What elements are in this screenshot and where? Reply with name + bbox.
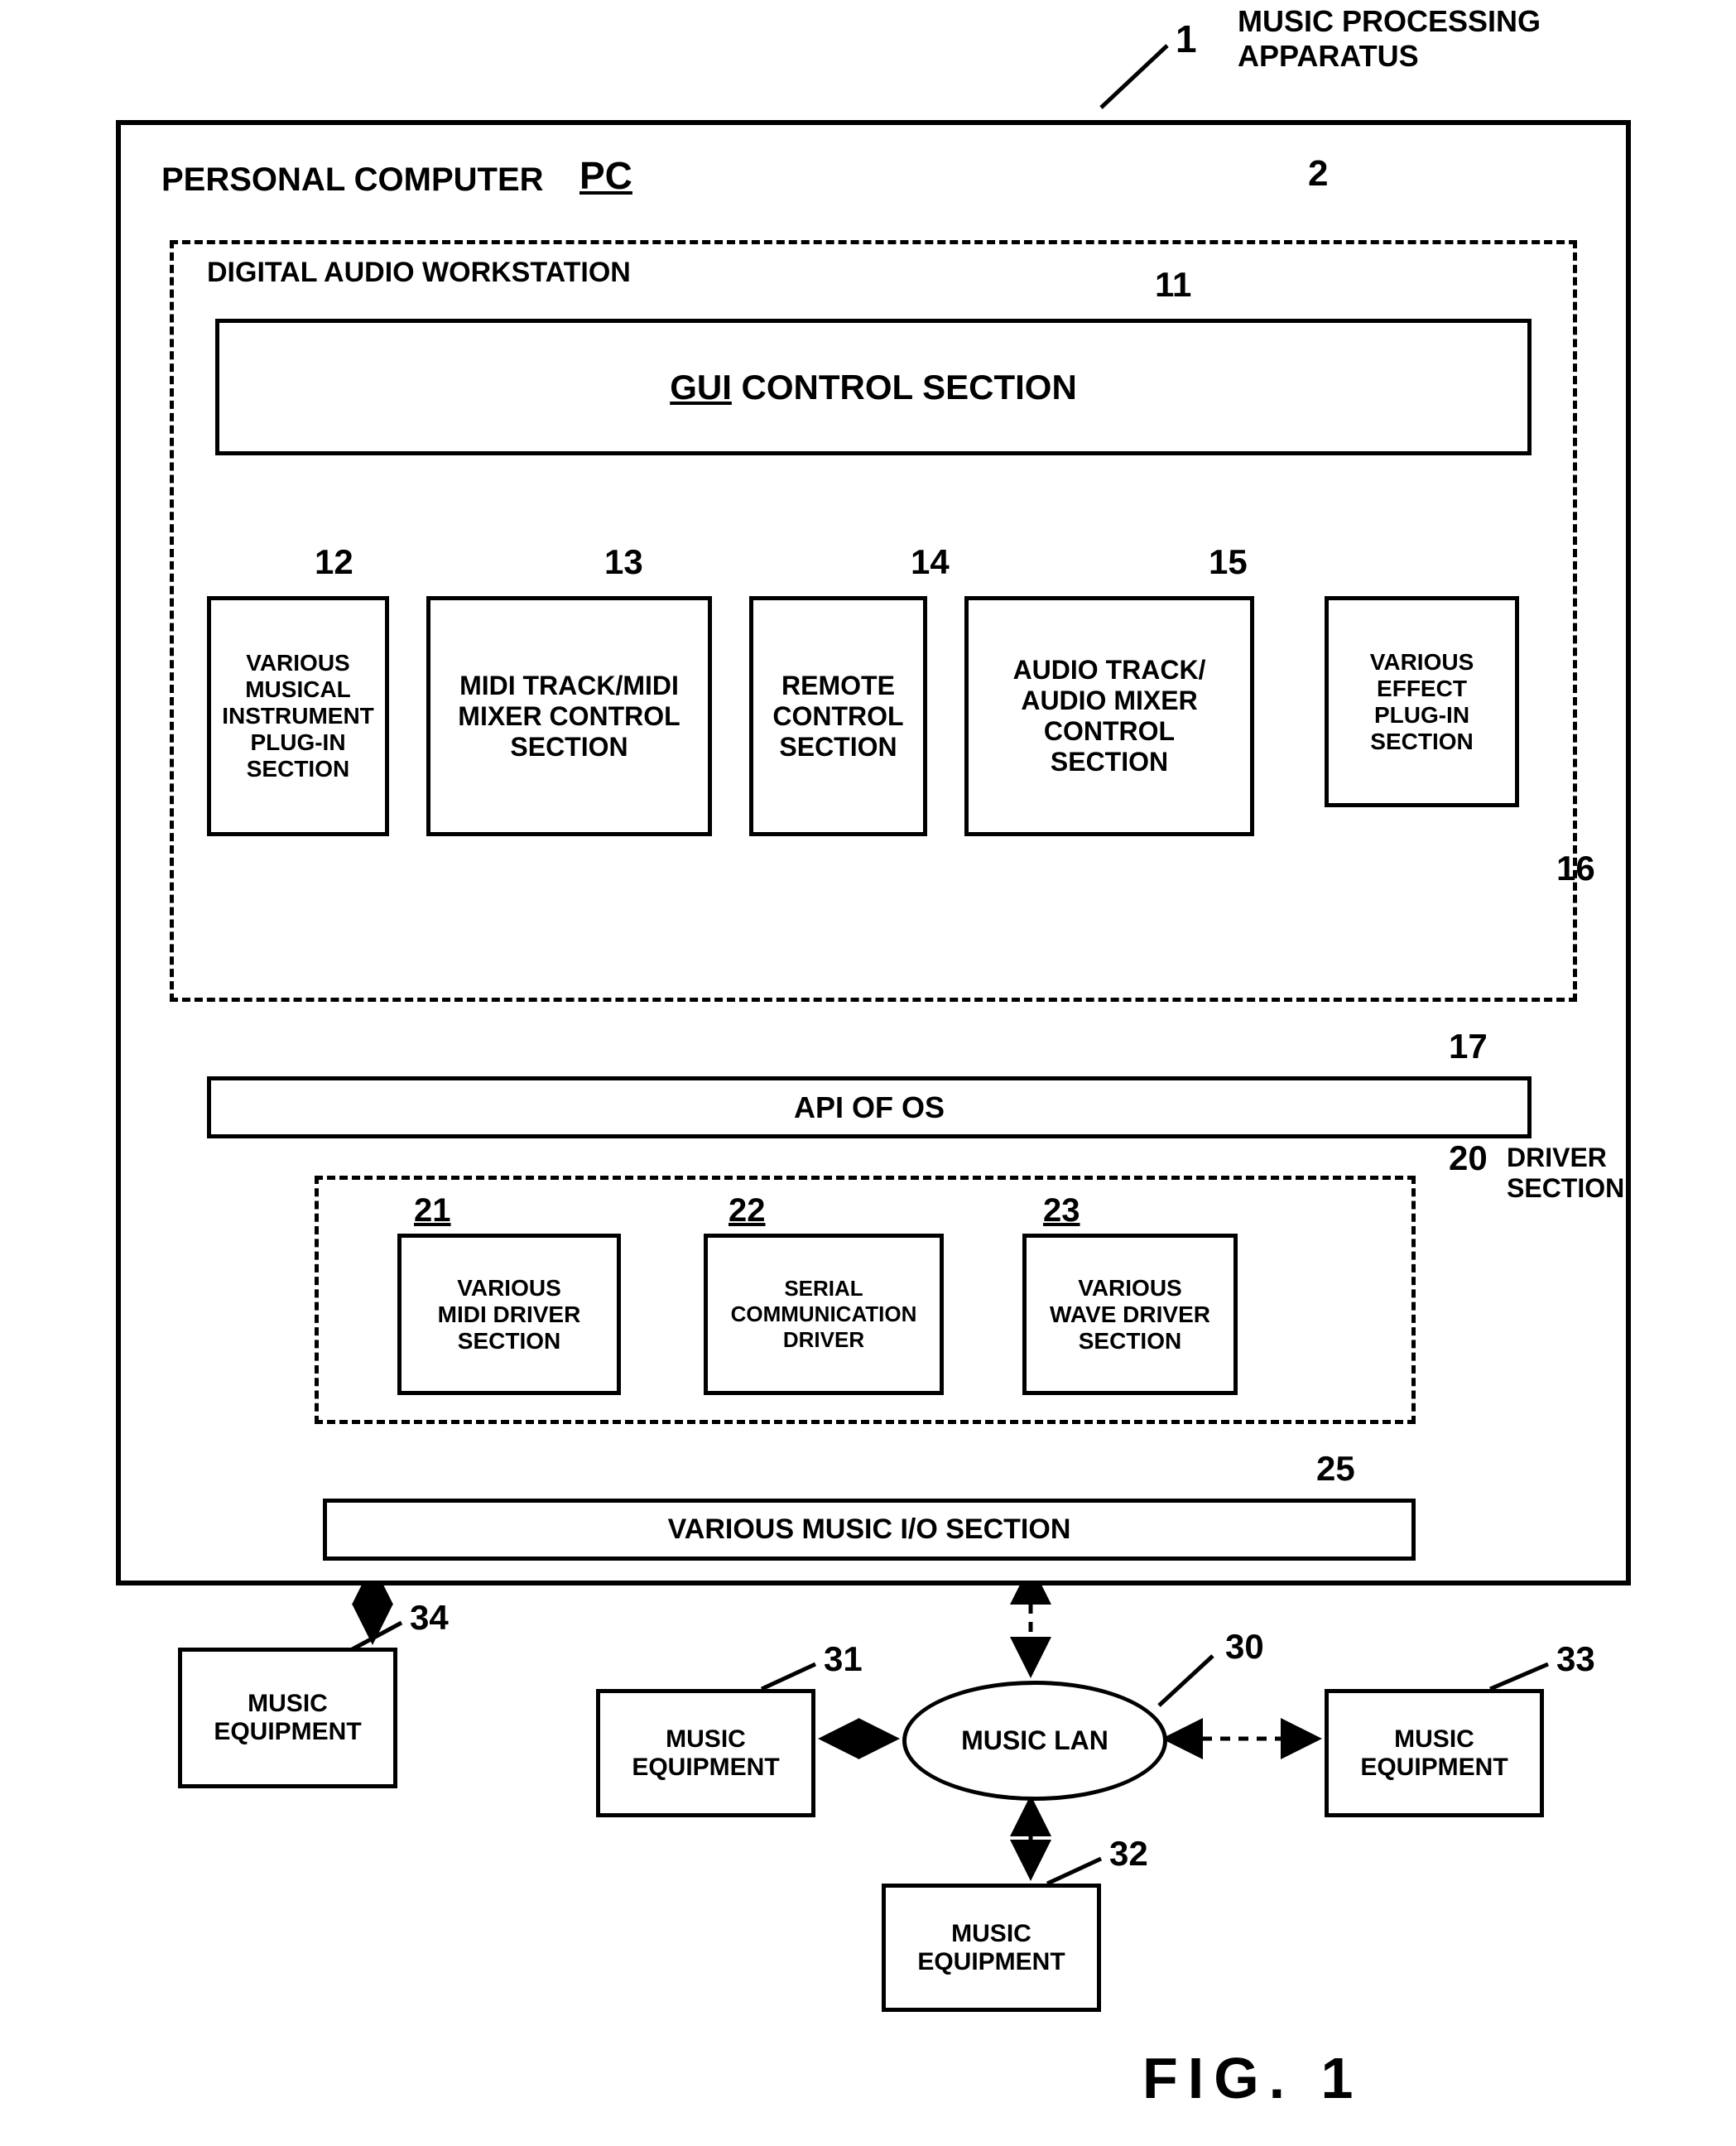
effect-plugin-section: VARIOUS EFFECT PLUG-IN SECTION <box>1325 596 1519 807</box>
gui-control-section: GUI GUI CONTROL SECTIONCONTROL SECTION <box>215 319 1532 455</box>
remote-control-section: REMOTE CONTROL SECTION <box>749 596 927 836</box>
music-io-section: VARIOUS MUSIC I/O SECTION <box>323 1499 1416 1561</box>
ref-32: 32 <box>1109 1834 1148 1874</box>
music-equipment-32: MUSIC EQUIPMENT <box>882 1884 1101 2012</box>
diagram-canvas: PERSONAL COMPUTER PC 1 MUSIC PROCESSING … <box>0 0 1736 2146</box>
serial-comm-driver: SERIAL COMMUNICATION DRIVER <box>704 1234 944 1395</box>
personal-computer-label: PERSONAL COMPUTER <box>161 161 544 199</box>
ref-22: 22 <box>729 1192 766 1229</box>
api-of-os: API OF OS <box>207 1076 1532 1138</box>
figure-caption: FIG. 1 <box>1142 2045 1363 2111</box>
ref-20: 20 <box>1449 1138 1488 1178</box>
music-lan: MUSIC LAN <box>902 1681 1167 1801</box>
midi-track-section: MIDI TRACK/MIDI MIXER CONTROL SECTION <box>426 596 712 836</box>
instrument-plugin-section: VARIOUS MUSICAL INSTRUMENT PLUG-IN SECTI… <box>207 596 389 836</box>
audio-track-section: AUDIO TRACK/ AUDIO MIXER CONTROL SECTION <box>964 596 1254 836</box>
apparatus-label: MUSIC PROCESSING APPARATUS <box>1238 4 1541 74</box>
music-equipment-34: MUSIC EQUIPMENT <box>178 1648 397 1788</box>
ref-2: 2 <box>1308 153 1328 195</box>
ref-21: 21 <box>414 1192 451 1229</box>
ref-15: 15 <box>1209 542 1248 582</box>
ref-17: 17 <box>1449 1027 1488 1066</box>
daw-label: DIGITAL AUDIO WORKSTATION <box>207 257 631 289</box>
music-equipment-33: MUSIC EQUIPMENT <box>1325 1689 1544 1817</box>
music-equipment-31: MUSIC EQUIPMENT <box>596 1689 815 1817</box>
driver-section-label: DRIVER SECTION <box>1507 1143 1624 1204</box>
pc-label: PC <box>579 153 632 198</box>
ref-23: 23 <box>1043 1192 1080 1229</box>
midi-driver-section: VARIOUS MIDI DRIVER SECTION <box>397 1234 621 1395</box>
ref-1: 1 <box>1176 17 1197 61</box>
ref-16: 16 <box>1556 849 1595 888</box>
ref-25: 25 <box>1316 1449 1355 1489</box>
ref-30: 30 <box>1225 1627 1264 1667</box>
ref-13: 13 <box>604 542 643 582</box>
ref-34: 34 <box>410 1598 449 1638</box>
ref-33: 33 <box>1556 1639 1595 1679</box>
wave-driver-section: VARIOUS WAVE DRIVER SECTION <box>1022 1234 1238 1395</box>
ref-14: 14 <box>911 542 950 582</box>
ref-11: 11 <box>1155 265 1191 305</box>
ref-31: 31 <box>824 1639 863 1679</box>
ref-12: 12 <box>315 542 353 582</box>
